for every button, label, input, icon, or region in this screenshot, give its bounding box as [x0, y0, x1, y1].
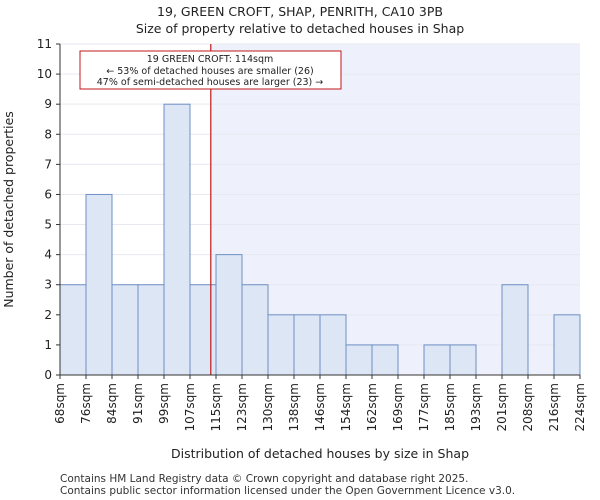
x-tick-label: 84sqm: [105, 383, 119, 424]
histogram-bar: [111, 284, 139, 376]
y-axis-title: Number of detached properties: [1, 111, 16, 308]
histogram-bar: [501, 284, 529, 376]
x-tick-label: 130sqm: [261, 383, 275, 431]
histogram-bar: [163, 103, 191, 376]
chart-title: 19, GREEN CROFT, SHAP, PENRITH, CA10 3PB: [157, 4, 443, 19]
x-tick-label: 91sqm: [131, 383, 145, 424]
histogram-bar: [319, 314, 347, 376]
y-tick-label: 4: [44, 248, 52, 262]
footer-line-1: Contains HM Land Registry data © Crown c…: [60, 473, 469, 485]
x-tick-label: 201sqm: [495, 383, 509, 431]
x-tick-label: 99sqm: [157, 383, 171, 424]
y-tick-label: 6: [44, 187, 52, 201]
histogram-bar: [345, 344, 373, 376]
y-tick-label: 10: [37, 67, 52, 81]
x-axis-title: Distribution of detached houses by size …: [171, 446, 469, 461]
histogram-bar: [267, 314, 295, 376]
histogram-bar: [137, 284, 165, 376]
y-tick-label: 9: [44, 97, 52, 111]
x-tick-label: 216sqm: [547, 383, 561, 431]
x-tick-label: 185sqm: [443, 383, 457, 431]
histogram-bar: [423, 344, 451, 376]
x-tick-label: 138sqm: [287, 383, 301, 431]
x-tick-label: 68sqm: [53, 383, 67, 424]
x-tick-label: 76sqm: [79, 383, 93, 424]
y-tick-label: 3: [44, 278, 52, 292]
histogram-bar: [85, 193, 113, 376]
y-tick-label: 1: [44, 338, 52, 352]
y-tick-label: 0: [44, 368, 52, 382]
x-tick-label: 123sqm: [235, 383, 249, 431]
annotation-line2: ← 53% of detached houses are smaller (26…: [106, 66, 313, 77]
y-tick-label: 7: [44, 157, 52, 171]
x-tick-label: 162sqm: [365, 383, 379, 431]
x-tick-label: 193sqm: [469, 383, 483, 431]
histogram-bar: [293, 314, 321, 376]
x-tick-label: 177sqm: [417, 383, 431, 431]
histogram-bar: [215, 254, 243, 376]
x-tick-label: 154sqm: [339, 383, 353, 431]
y-tick-label: 11: [37, 37, 52, 51]
x-tick-label: 146sqm: [313, 383, 327, 431]
footer-line-2: Contains public sector information licen…: [60, 485, 516, 497]
x-tick-label: 208sqm: [521, 383, 535, 431]
histogram-bar: [371, 344, 399, 376]
x-tick-label: 107sqm: [183, 383, 197, 431]
histogram-bar: [189, 284, 217, 376]
histogram-bar: [59, 284, 87, 376]
y-tick-label: 8: [44, 127, 52, 141]
x-tick-label: 169sqm: [391, 383, 405, 431]
histogram-bar: [449, 344, 477, 376]
x-tick-label: 115sqm: [209, 383, 223, 431]
histogram-bar: [241, 284, 269, 376]
histogram-bar: [553, 314, 581, 376]
y-tick-label: 5: [44, 218, 52, 232]
y-tick-label: 2: [44, 308, 52, 322]
chart-subtitle: Size of property relative to detached ho…: [135, 21, 465, 36]
x-tick-label: 224sqm: [573, 383, 587, 431]
annotation-line3: 47% of semi-detached houses are larger (…: [97, 77, 324, 88]
annotation-box: [79, 50, 342, 90]
annotation-line1: 19 GREEN CROFT: 114sqm: [147, 54, 274, 65]
